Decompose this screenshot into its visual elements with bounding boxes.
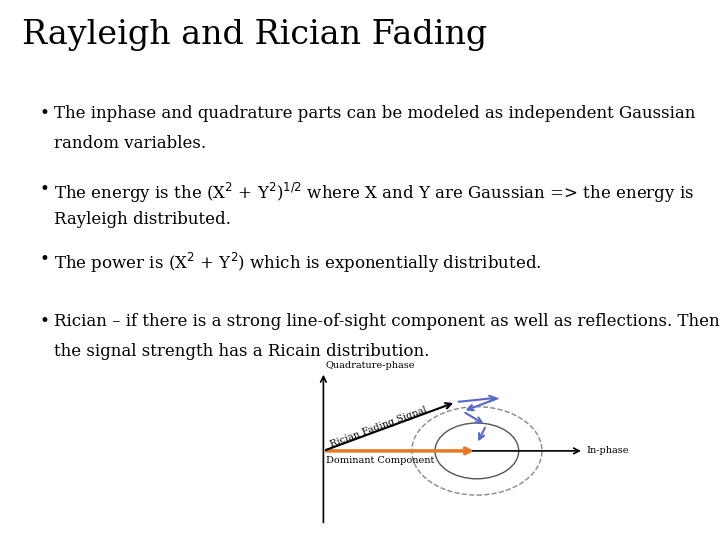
Text: Dominant Component: Dominant Component: [325, 456, 434, 465]
Text: Rayleigh and Rician Fading: Rayleigh and Rician Fading: [22, 19, 487, 51]
Text: •: •: [40, 105, 50, 122]
Text: The power is (X$^2$ + Y$^2$) which is exponentially distributed.: The power is (X$^2$ + Y$^2$) which is ex…: [54, 251, 541, 275]
Text: Quadrature-phase: Quadrature-phase: [325, 361, 415, 369]
Text: The inphase and quadrature parts can be modeled as independent Gaussian: The inphase and quadrature parts can be …: [54, 105, 696, 122]
Text: the signal strength has a Ricain distribution.: the signal strength has a Ricain distrib…: [54, 343, 429, 360]
Text: •: •: [40, 251, 50, 268]
Text: random variables.: random variables.: [54, 135, 206, 152]
Text: •: •: [40, 313, 50, 330]
Text: Rician – if there is a strong line-of-sight component as well as reflections. Th: Rician – if there is a strong line-of-si…: [54, 313, 719, 330]
Text: Rayleigh distributed.: Rayleigh distributed.: [54, 211, 231, 227]
Text: In-phase: In-phase: [586, 447, 629, 455]
Text: The energy is the (X$^2$ + Y$^2$)$^{1/2}$ where X and Y are Gaussian => the ener: The energy is the (X$^2$ + Y$^2$)$^{1/2}…: [54, 181, 694, 205]
Text: Rician Fading Signal: Rician Fading Signal: [329, 405, 428, 449]
Text: •: •: [40, 181, 50, 198]
